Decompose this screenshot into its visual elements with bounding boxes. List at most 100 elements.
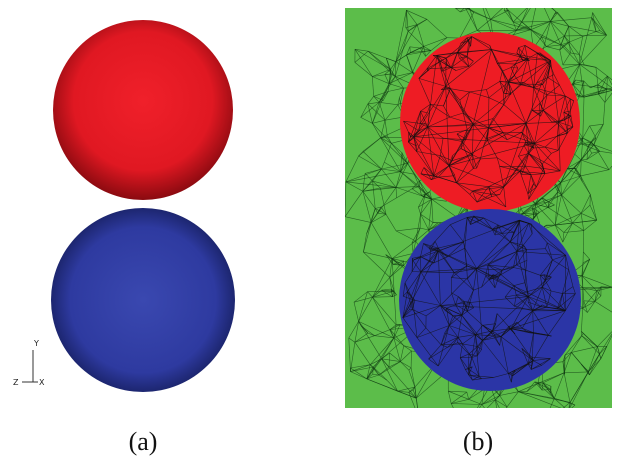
mesh-edge xyxy=(589,123,604,127)
mesh-edge xyxy=(534,381,543,391)
mesh-edge xyxy=(466,392,469,400)
mesh-edge xyxy=(485,8,491,20)
mesh-edge xyxy=(591,17,597,32)
mesh-edge xyxy=(395,230,416,242)
mesh-edge xyxy=(579,64,585,98)
mesh-edge xyxy=(563,352,572,373)
mesh-edge xyxy=(596,30,600,32)
mesh-edge xyxy=(345,171,401,183)
sphere-mesh-lines xyxy=(402,36,576,383)
mesh-edge xyxy=(508,360,534,374)
mesh-edge xyxy=(469,190,473,195)
mesh-edge xyxy=(465,8,491,20)
mesh-edge xyxy=(560,182,562,196)
mesh-edge xyxy=(540,110,544,117)
mesh-edge xyxy=(476,158,481,169)
mesh-edge xyxy=(372,83,390,124)
mesh-edge xyxy=(477,385,491,408)
mesh-edge xyxy=(547,201,550,208)
mesh-edge xyxy=(486,89,490,98)
mesh-edge xyxy=(597,346,600,355)
mesh-edge xyxy=(527,363,532,370)
mesh-edge xyxy=(524,153,529,167)
mesh-edge xyxy=(510,310,566,329)
mesh-edge xyxy=(372,290,395,298)
mesh-edge xyxy=(508,60,551,83)
mesh-edge xyxy=(516,220,520,252)
mesh-edge xyxy=(519,153,529,172)
mesh-edge xyxy=(381,337,395,359)
mesh-edge xyxy=(560,35,565,46)
mesh-edge xyxy=(412,299,418,338)
mesh-edge xyxy=(590,84,599,89)
mesh-edge xyxy=(597,84,599,95)
mesh-edge xyxy=(412,299,441,306)
mesh-edge xyxy=(566,159,582,169)
mesh-edge xyxy=(466,265,477,269)
panel-label: (a) xyxy=(129,427,158,456)
mesh-edge xyxy=(493,373,509,378)
mesh-edge xyxy=(404,271,413,284)
mesh-edge xyxy=(358,291,368,322)
mesh-edge xyxy=(514,282,526,286)
mesh-edge xyxy=(397,103,401,106)
x-axis-label: X xyxy=(39,378,45,387)
mesh-edge xyxy=(436,55,452,68)
mesh-edge xyxy=(582,137,595,146)
mesh-edge xyxy=(412,309,427,328)
mesh-edge xyxy=(476,340,483,356)
mesh-edge xyxy=(570,110,572,117)
mesh-edge xyxy=(408,111,421,143)
mesh-edge xyxy=(408,367,412,371)
mesh-edge xyxy=(497,58,528,64)
mesh-edge xyxy=(532,213,537,220)
mesh-edge xyxy=(560,44,580,65)
red-sphere xyxy=(53,20,233,200)
mesh-edge xyxy=(532,335,549,361)
mesh-edge xyxy=(534,143,546,174)
mesh-edge xyxy=(370,187,397,223)
mesh-edge xyxy=(440,305,566,311)
mesh-edge xyxy=(545,242,548,249)
mesh-edge xyxy=(521,165,526,175)
mesh-edge xyxy=(416,151,441,156)
mesh-edge xyxy=(481,279,490,288)
mesh-edge xyxy=(411,188,422,196)
mesh-edge xyxy=(503,8,505,11)
mesh-edge xyxy=(388,87,404,92)
mesh-edge xyxy=(472,186,504,192)
mesh-edge xyxy=(603,102,606,125)
mesh-edge xyxy=(597,75,608,86)
mesh-edge xyxy=(455,304,468,312)
mesh-edge xyxy=(540,306,547,308)
mesh-edge xyxy=(512,8,528,23)
mesh-edge xyxy=(540,39,547,47)
mesh-edge xyxy=(472,375,480,381)
mesh-edge xyxy=(558,115,572,123)
mesh-edge xyxy=(448,123,527,166)
mesh-edge xyxy=(495,399,500,408)
mesh-edge xyxy=(457,37,468,53)
mesh-edge xyxy=(472,124,474,155)
mesh-edge xyxy=(558,121,573,128)
mesh-edge xyxy=(372,73,391,77)
mesh-edge xyxy=(348,337,356,343)
mesh-edge xyxy=(583,80,591,89)
mesh-edge xyxy=(589,353,600,376)
mesh-edge xyxy=(522,327,534,333)
mesh-edge xyxy=(528,280,546,297)
mesh-edge xyxy=(370,222,393,259)
mesh-edge xyxy=(372,102,380,124)
mesh-edge xyxy=(467,311,483,326)
mesh-edge xyxy=(510,241,527,250)
mesh-edge xyxy=(348,321,359,339)
mesh-edge xyxy=(502,132,508,140)
mesh-edge xyxy=(528,153,543,165)
mesh-edge xyxy=(530,29,562,46)
mesh-edge xyxy=(542,382,555,399)
mesh-edge xyxy=(596,31,607,36)
mesh-edge xyxy=(553,74,560,86)
mesh-edge xyxy=(596,286,612,292)
mesh-edge xyxy=(395,163,408,188)
mesh-edge xyxy=(468,357,473,370)
